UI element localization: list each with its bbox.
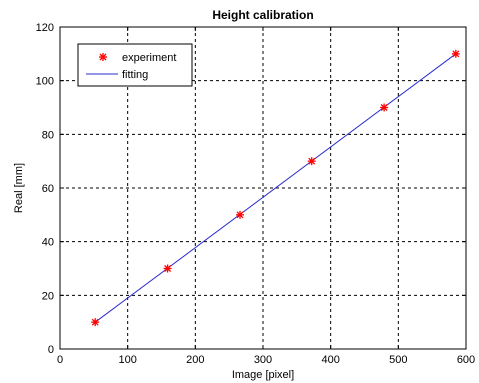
legend-label-fitting: fitting [122,69,148,81]
x-tick-label: 300 [254,354,272,366]
experiment-point [163,264,172,273]
experiment-point [307,157,316,166]
y-tick-label: 120 [36,22,54,34]
x-tick-label: 200 [186,354,204,366]
legend-box [77,43,193,87]
experiment-point [235,210,244,219]
y-tick-label: 40 [42,237,54,249]
experiment-point [451,49,460,58]
legend-marker-experiment [99,53,107,61]
fitting-line [94,53,457,323]
experiment-point [380,103,389,112]
x-tick-label: 500 [389,354,407,366]
x-tick-label: 100 [118,354,136,366]
y-tick-label: 0 [48,344,54,356]
legend-label-experiment: experiment [122,52,176,64]
y-tick-label: 100 [36,76,54,88]
data-layer [91,49,460,327]
axis-ticks: 0 100 200 300 400 500 600 0 20 40 60 80 100 120 [36,22,476,366]
x-tick-label: 400 [321,354,339,366]
y-axis-label: Real [mm] [13,163,25,213]
legend: experiment fitting [77,43,193,87]
chart-title: Height calibration [212,8,313,22]
y-tick-label: 60 [42,183,54,195]
y-tick-label: 20 [42,290,54,302]
experiment-point [91,318,100,327]
x-tick-label: 0 [57,354,63,366]
x-axis-label: Image [pixel] [232,369,294,381]
y-tick-label: 80 [42,129,54,141]
x-tick-label: 600 [457,354,475,366]
